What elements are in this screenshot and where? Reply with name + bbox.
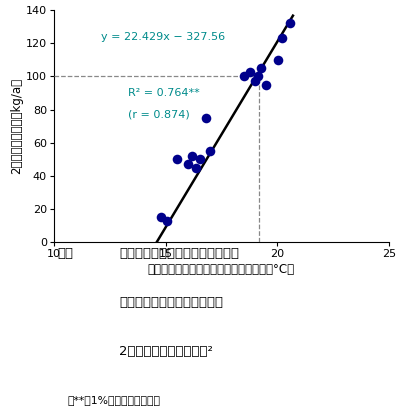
Point	[286, 20, 293, 27]
Point	[263, 81, 269, 88]
Text: (r = 0.874): (r = 0.874)	[128, 110, 190, 120]
Point	[279, 35, 285, 42]
Text: 2粒以上菊重収量の相関²: 2粒以上菊重収量の相関²	[119, 345, 213, 358]
Point	[257, 65, 264, 72]
Point	[158, 214, 164, 220]
Text: 春作エダマメにおける定植日から: 春作エダマメにおける定植日から	[119, 247, 239, 260]
Point	[207, 148, 213, 154]
Point	[164, 217, 170, 224]
Point	[247, 68, 254, 75]
Point	[203, 115, 209, 121]
Point	[185, 161, 191, 168]
Point	[189, 153, 196, 159]
Text: 開花最盛期までの平均気温と: 開花最盛期までの平均気温と	[119, 296, 223, 309]
Text: ᵺ**は1%水準で有意性あり: ᵺ**は1%水準で有意性あり	[67, 395, 160, 405]
X-axis label: 定植日から開花最盛期までの平均気温（°C）: 定植日から開花最盛期までの平均気温（°C）	[148, 263, 295, 276]
Point	[197, 156, 203, 162]
Text: R² = 0.764**: R² = 0.764**	[128, 88, 200, 98]
Point	[174, 156, 180, 162]
Y-axis label: 2粒以上菊重収量（kg/a）: 2粒以上菊重収量（kg/a）	[10, 78, 23, 174]
Point	[252, 78, 258, 85]
Point	[275, 56, 282, 63]
Text: y = 22.429x − 327.56: y = 22.429x − 327.56	[101, 32, 225, 42]
Text: 図１: 図１	[57, 247, 73, 260]
Point	[255, 73, 261, 80]
Point	[241, 73, 247, 80]
Point	[193, 164, 199, 171]
